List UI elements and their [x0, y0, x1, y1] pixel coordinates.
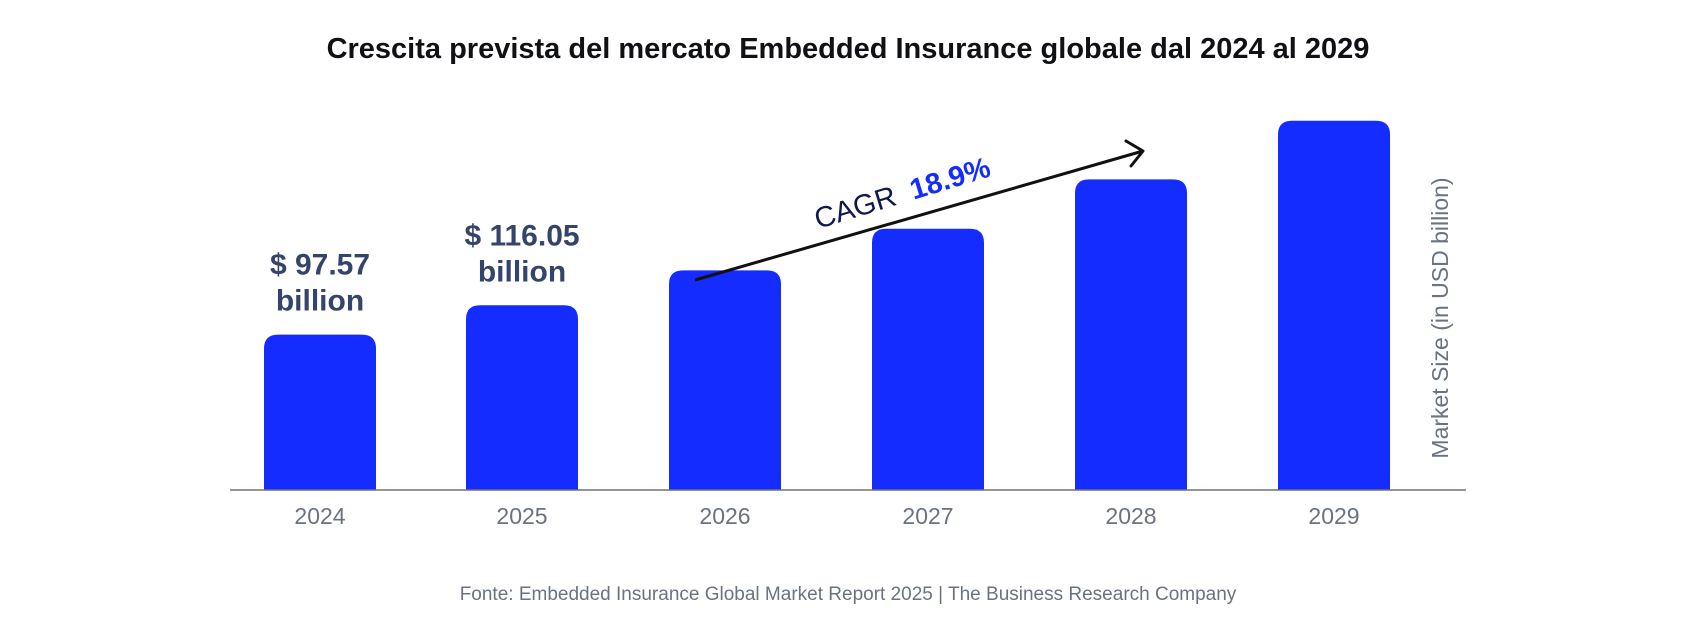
- x-ticks-group: 2024 2025 2026 2027 2028 2029: [294, 503, 1359, 529]
- bar-value-label: $ 97.57: [270, 249, 370, 282]
- y-axis-label: Market Size (in USD billion): [1427, 177, 1453, 458]
- x-tick-label: 2027: [902, 503, 953, 529]
- chart-title: Crescita prevista del mercato Embedded I…: [327, 33, 1370, 65]
- bar-2029: [1278, 120, 1390, 490]
- cagr-text: CAGR 18.9%: [811, 152, 995, 236]
- bar-value-label: billion: [276, 285, 364, 318]
- cagr-arrow-line: [694, 149, 1144, 282]
- bar-2028: [1075, 179, 1187, 490]
- x-tick-label: 2028: [1105, 503, 1156, 529]
- x-tick-label: 2026: [699, 503, 750, 529]
- bar-2025: [466, 305, 578, 490]
- bar-value-label: billion: [478, 255, 566, 288]
- arrow-head-icon: [1124, 139, 1145, 168]
- bar-value-label: $ 116.05: [464, 219, 579, 252]
- bars-group: [264, 120, 1390, 490]
- bar-2024: [264, 334, 376, 490]
- cagr-prefix: CAGR: [811, 181, 900, 236]
- source-note: Fonte: Embedded Insurance Global Market …: [460, 584, 1237, 605]
- x-tick-label: 2025: [496, 503, 547, 529]
- bar-2027: [872, 228, 984, 490]
- x-tick-label: 2024: [294, 503, 345, 529]
- x-tick-label: 2029: [1308, 503, 1359, 529]
- bar-2026: [669, 270, 781, 490]
